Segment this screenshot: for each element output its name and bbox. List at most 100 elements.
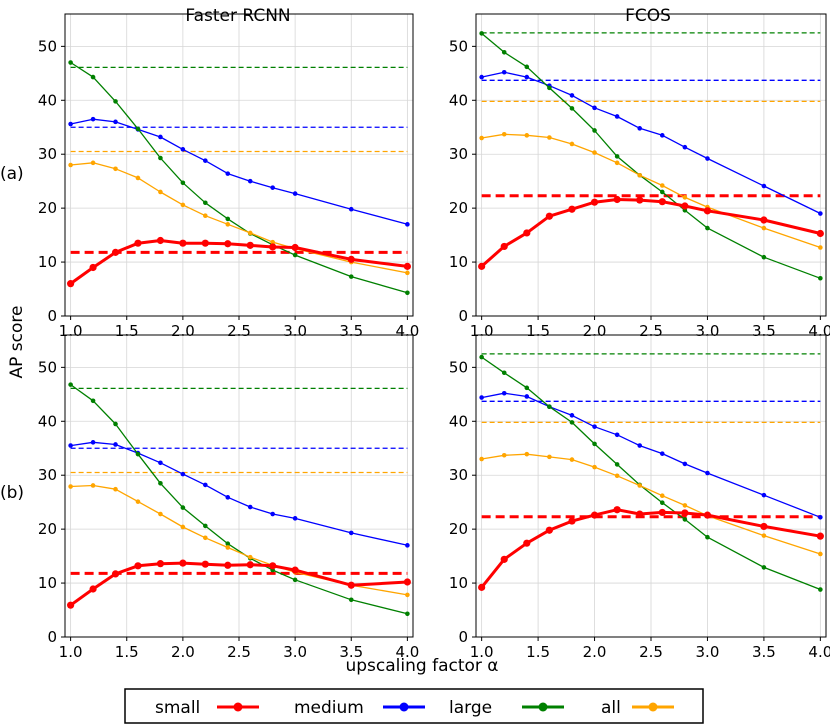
data-point-medium: [479, 395, 484, 400]
data-point-medium: [158, 134, 163, 140]
data-point-medium: [818, 514, 823, 520]
data-point-small: [246, 561, 254, 569]
data-point-large: [682, 517, 688, 522]
data-point-all: [761, 225, 767, 231]
data-point-small: [269, 562, 277, 570]
data-point-medium: [501, 69, 507, 75]
data-point-all: [203, 535, 208, 541]
data-point-medium: [761, 492, 767, 498]
data-point-large: [524, 385, 530, 391]
data-point-large: [705, 225, 710, 231]
y-tick-label: 0: [47, 628, 57, 646]
data-point-all: [592, 464, 597, 470]
data-point-all: [158, 511, 163, 517]
x-tick-label: 3.0: [283, 643, 307, 661]
data-point-all: [637, 172, 643, 178]
data-point-large: [225, 216, 231, 222]
data-point-medium: [592, 105, 597, 111]
data-point-all: [225, 545, 231, 550]
data-point-all: [68, 484, 73, 489]
data-point-small: [269, 243, 277, 251]
axes-frame: [64, 334, 414, 638]
data-point-small: [523, 539, 531, 547]
x-tick-label: 1.5: [526, 643, 550, 661]
y-tick-label: 0: [47, 307, 57, 325]
data-point-large: [292, 252, 298, 258]
data-point-large: [405, 611, 410, 617]
data-point-all: [405, 270, 410, 276]
y-tick-label: 50: [38, 358, 57, 376]
data-point-small: [179, 239, 187, 247]
y-tick-label: 20: [449, 199, 468, 217]
data-point-medium: [614, 114, 620, 119]
data-point-medium: [113, 442, 118, 447]
y-tick-label: 40: [449, 91, 468, 109]
legend-marker-small: [233, 702, 243, 712]
data-point-all: [682, 503, 688, 508]
data-point-small: [478, 262, 486, 270]
x-tick-label: 2.0: [583, 643, 607, 661]
data-point-medium: [348, 530, 354, 536]
data-point-small: [500, 555, 508, 563]
data-point-small: [500, 242, 508, 251]
data-point-small: [613, 195, 621, 204]
data-point-medium: [705, 470, 710, 476]
data-point-small: [816, 532, 824, 540]
data-point-small: [179, 559, 187, 567]
y-tick-label: 50: [449, 37, 468, 55]
data-point-large: [659, 500, 665, 506]
column-title-faster-rcnn: Faster RCNN: [185, 6, 290, 26]
x-tick-label: 3.5: [752, 643, 776, 661]
data-point-all: [225, 222, 231, 227]
data-point-large: [479, 354, 484, 360]
axes-frame: [64, 13, 414, 317]
data-point-large: [592, 128, 597, 133]
data-point-all: [818, 551, 823, 557]
data-point-small: [590, 198, 599, 206]
data-point-large: [479, 31, 484, 36]
data-point-all: [180, 524, 186, 530]
data-point-small: [478, 583, 486, 591]
y-tick-label: 50: [449, 358, 468, 376]
y-tick-label: 30: [449, 466, 468, 484]
legend-marker-all: [648, 702, 658, 712]
data-point-small: [681, 202, 689, 210]
data-point-small: [89, 263, 97, 272]
data-point-medium: [225, 495, 231, 500]
data-point-large: [569, 106, 575, 111]
data-point-all: [405, 592, 410, 598]
data-point-medium: [90, 440, 96, 445]
data-point-large: [113, 99, 118, 104]
legend: small medium large all: [124, 688, 704, 724]
data-point-all: [180, 202, 186, 208]
y-tick-label: 40: [38, 91, 57, 109]
data-point-all: [659, 493, 665, 499]
data-point-small: [89, 585, 97, 593]
data-point-small: [134, 562, 142, 570]
data-point-medium: [405, 543, 410, 548]
x-tick-label: 2.0: [171, 643, 195, 661]
legend-items: small medium large all: [155, 698, 674, 718]
data-point-medium: [180, 147, 186, 152]
y-tick-label: 10: [38, 253, 57, 271]
data-point-medium: [68, 443, 73, 448]
data-point-small: [613, 506, 621, 514]
data-point-large: [135, 126, 141, 132]
x-tick-label: 2.5: [227, 643, 251, 661]
data-point-all: [113, 486, 118, 492]
data-point-all: [113, 166, 118, 172]
data-point-all: [90, 483, 96, 488]
y-tick-label: 30: [38, 466, 57, 484]
data-point-medium: [68, 121, 73, 127]
data-point-medium: [569, 413, 575, 418]
data-point-large: [225, 541, 231, 547]
data-point-small: [156, 560, 165, 568]
legend-marker-large: [538, 702, 548, 712]
y-tick-label: 40: [449, 412, 468, 430]
data-point-small: [201, 560, 209, 568]
row-label-b: (b): [0, 483, 24, 503]
x-tick-label: 4.0: [808, 322, 830, 340]
x-tick-label: 1.5: [115, 643, 139, 661]
